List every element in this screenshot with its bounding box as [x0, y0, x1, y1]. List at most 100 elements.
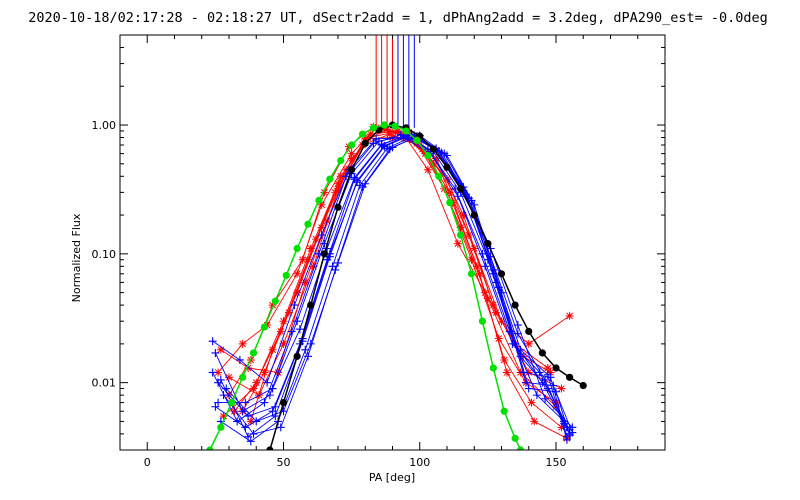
- data-point: [225, 373, 233, 382]
- data-point: [235, 355, 244, 364]
- data-point: [246, 417, 255, 426]
- data-point: [369, 139, 378, 148]
- data-point: [453, 239, 462, 248]
- x-tick-label: 0: [144, 456, 151, 469]
- data-point: [206, 446, 214, 450]
- data-point: [579, 381, 587, 390]
- data-point: [524, 384, 533, 393]
- data-point: [271, 402, 280, 411]
- data-point: [208, 337, 217, 346]
- data-point: [541, 375, 550, 384]
- data-point: [562, 435, 571, 444]
- data-point: [334, 258, 342, 267]
- data-point: [217, 423, 225, 431]
- data-point: [219, 412, 228, 421]
- data-point: [287, 327, 296, 336]
- data-point: [293, 288, 302, 297]
- data-point: [380, 121, 388, 129]
- data-point: [260, 368, 269, 377]
- data-point: [380, 141, 389, 150]
- data-point: [348, 166, 356, 174]
- data-point: [546, 368, 555, 377]
- data-point: [252, 417, 261, 426]
- data-point: [456, 223, 465, 232]
- series-line: [223, 135, 573, 435]
- data-point: [309, 262, 318, 271]
- data-point: [298, 255, 307, 264]
- data-point: [511, 434, 519, 442]
- x-tick-label: 100: [409, 456, 430, 469]
- data-point: [268, 301, 277, 310]
- data-point: [260, 398, 269, 407]
- data-point: [293, 269, 302, 278]
- data-point: [483, 294, 492, 303]
- data-point: [566, 373, 574, 381]
- data-point: [211, 402, 220, 411]
- data-point: [524, 339, 533, 348]
- data-point: [557, 423, 566, 432]
- y-tick-label: 0.01: [92, 377, 117, 390]
- data-point: [494, 334, 503, 343]
- data-point: [216, 375, 225, 384]
- data-point: [307, 301, 315, 309]
- data-point: [249, 429, 258, 438]
- data-point: [457, 185, 465, 193]
- data-point: [369, 124, 378, 132]
- data-point: [527, 398, 536, 407]
- data-point: [459, 211, 468, 220]
- data-point: [429, 145, 437, 153]
- data-point: [230, 407, 239, 416]
- data-point: [489, 265, 498, 274]
- data-point: [214, 368, 223, 377]
- data-point: [525, 327, 533, 335]
- data-point: [565, 431, 574, 440]
- data-point: [282, 271, 290, 280]
- data-point: [263, 378, 272, 387]
- data-point: [457, 231, 465, 239]
- data-point: [249, 384, 258, 393]
- data-point: [552, 387, 560, 396]
- data-point: [470, 211, 478, 219]
- data-point: [246, 437, 255, 446]
- series-line: [220, 133, 568, 440]
- series-line: [218, 134, 565, 424]
- data-point: [552, 364, 560, 372]
- data-point: [347, 154, 356, 163]
- data-point: [538, 349, 546, 357]
- data-point: [516, 345, 525, 354]
- data-point: [260, 323, 269, 331]
- data-point: [484, 240, 492, 248]
- data-point: [492, 308, 501, 317]
- data-point: [211, 348, 220, 357]
- data-point: [306, 244, 315, 253]
- data-point: [325, 252, 334, 261]
- data-point: [366, 130, 375, 139]
- data-point: [337, 156, 345, 165]
- data-point: [467, 255, 476, 264]
- data-point: [276, 423, 285, 432]
- data-point: [304, 220, 312, 228]
- data-point: [268, 407, 277, 416]
- series-line: [242, 131, 562, 428]
- data-point: [353, 176, 362, 185]
- data-point: [320, 188, 329, 197]
- data-point: [320, 250, 328, 258]
- data-point: [214, 398, 223, 407]
- data-point: [383, 125, 392, 134]
- data-point: [244, 363, 253, 372]
- data-point: [478, 249, 487, 258]
- data-point: [391, 122, 399, 130]
- x-tick-label: 150: [546, 456, 567, 469]
- data-point: [446, 198, 454, 207]
- data-point: [238, 339, 247, 348]
- series-group: [206, 121, 525, 450]
- data-point: [497, 270, 506, 278]
- y-tick-label: 1.00: [92, 119, 117, 132]
- data-point: [532, 391, 541, 400]
- data-point: [500, 407, 508, 415]
- x-tick-label: 50: [277, 456, 291, 469]
- data-point: [502, 368, 511, 377]
- data-point: [238, 407, 247, 416]
- data-point: [249, 349, 258, 357]
- data-point: [216, 345, 225, 354]
